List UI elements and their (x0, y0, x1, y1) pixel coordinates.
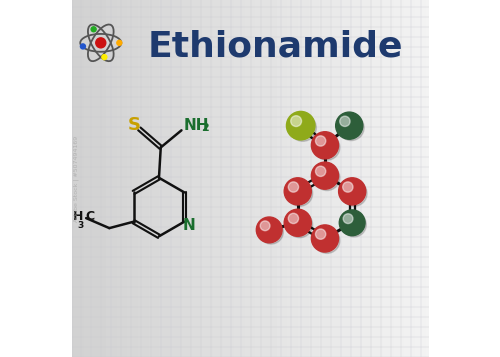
Circle shape (342, 182, 353, 192)
Circle shape (287, 212, 312, 238)
Circle shape (290, 116, 302, 126)
Circle shape (338, 178, 365, 205)
Circle shape (288, 182, 298, 192)
Circle shape (96, 38, 106, 48)
Circle shape (314, 228, 340, 253)
Circle shape (340, 116, 350, 126)
Circle shape (316, 136, 326, 146)
Circle shape (316, 166, 326, 176)
Circle shape (336, 112, 363, 139)
Text: Adobe Stock | #507494169: Adobe Stock | #507494169 (73, 135, 78, 222)
Circle shape (312, 225, 338, 252)
Circle shape (340, 210, 365, 236)
Circle shape (312, 162, 338, 189)
Circle shape (284, 178, 312, 205)
Text: NH: NH (184, 118, 209, 133)
Text: 2: 2 (201, 123, 209, 133)
Circle shape (338, 115, 364, 141)
Circle shape (288, 213, 298, 223)
Text: 3: 3 (77, 221, 84, 230)
Circle shape (312, 132, 338, 159)
Circle shape (102, 55, 107, 60)
Circle shape (260, 221, 270, 231)
Circle shape (290, 114, 316, 141)
Text: H: H (73, 210, 84, 223)
Circle shape (314, 135, 340, 160)
Circle shape (316, 229, 326, 239)
Circle shape (80, 44, 86, 49)
Circle shape (342, 181, 367, 206)
Circle shape (314, 165, 340, 191)
Text: N: N (182, 218, 195, 233)
Text: S: S (128, 116, 141, 134)
Circle shape (259, 220, 283, 244)
Circle shape (117, 40, 122, 45)
Circle shape (256, 217, 282, 243)
Circle shape (343, 214, 353, 223)
Text: Ethionamide: Ethionamide (147, 29, 403, 64)
Circle shape (287, 181, 312, 206)
Circle shape (91, 27, 96, 32)
Circle shape (284, 209, 312, 236)
Circle shape (342, 212, 366, 237)
Circle shape (286, 111, 315, 140)
Text: C: C (86, 210, 95, 223)
